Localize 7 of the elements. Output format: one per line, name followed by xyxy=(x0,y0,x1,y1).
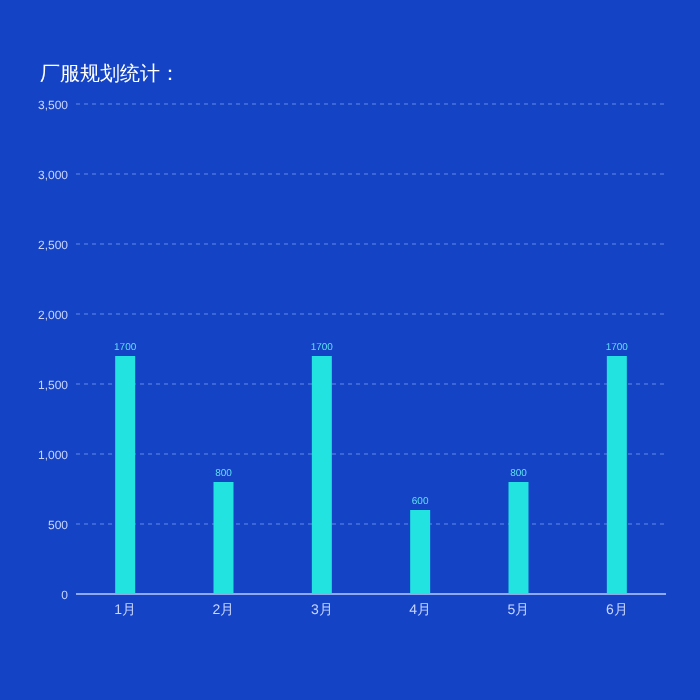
chart-title: 厂服规划统计： xyxy=(40,62,180,86)
bar xyxy=(311,356,332,594)
bar xyxy=(115,356,136,594)
bar xyxy=(410,510,431,594)
bar xyxy=(213,482,234,594)
bar xyxy=(606,356,627,594)
bar xyxy=(508,482,529,594)
